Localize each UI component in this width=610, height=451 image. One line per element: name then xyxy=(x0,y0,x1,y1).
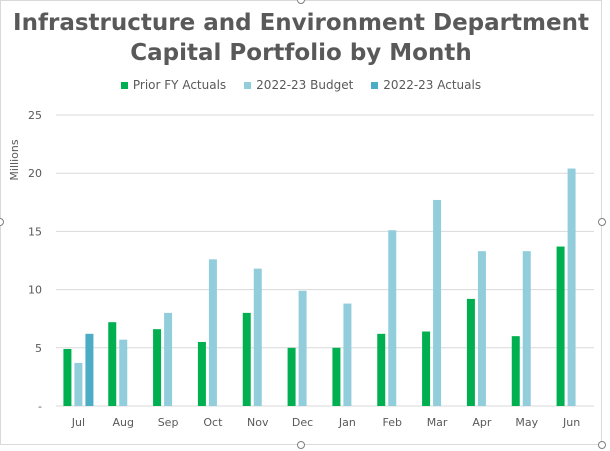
bar-0-apr[interactable] xyxy=(466,298,475,406)
bar-1-mar[interactable] xyxy=(433,199,442,406)
chart-title: Infrastructure and Environment Departmen… xyxy=(0,8,602,68)
y-axis-label: Millions xyxy=(8,139,21,180)
bar-1-sep[interactable] xyxy=(164,312,173,406)
legend-item-2[interactable]: 2022-23 Actuals xyxy=(371,78,481,92)
x-tick-label-may: May xyxy=(515,416,538,429)
bar-1-oct[interactable] xyxy=(208,259,217,406)
legend-label-1: 2022-23 Budget xyxy=(256,78,354,92)
resize-handle-bottom[interactable] xyxy=(297,441,305,449)
bar-0-jun[interactable] xyxy=(556,246,565,406)
chart-legend: Prior FY Actuals 2022-23 Budget 2022-23 Ac… xyxy=(0,78,602,92)
x-tick-label-jul: Jul xyxy=(71,416,85,429)
x-tick-label-mar: Mar xyxy=(427,416,448,429)
y-tick-label-3: 15 xyxy=(28,225,42,238)
bar-0-sep[interactable] xyxy=(153,329,162,406)
bar-1-nov[interactable] xyxy=(253,268,262,406)
x-tick-label-jun: Jun xyxy=(562,416,580,429)
legend-label-2: 2022-23 Actuals xyxy=(383,78,482,92)
bar-0-aug[interactable] xyxy=(108,322,117,406)
bar-0-dec[interactable] xyxy=(287,347,296,406)
bar-0-oct[interactable] xyxy=(197,341,206,406)
bar-0-feb[interactable] xyxy=(377,333,386,406)
chart-title-line1: Infrastructure and Environment Departmen… xyxy=(13,10,589,36)
bar-1-may[interactable] xyxy=(522,251,531,406)
legend-swatch-1 xyxy=(244,81,252,89)
legend-label-0: Prior FY Actuals xyxy=(132,78,227,92)
x-tick-label-jan: Jan xyxy=(338,416,356,429)
y-tick-label-2: 10 xyxy=(28,284,42,297)
legend-item-0[interactable]: Prior FY Actuals xyxy=(120,78,227,92)
y-tick-label-4: 20 xyxy=(28,167,42,180)
resize-handle-bottom-right[interactable] xyxy=(598,441,606,449)
bar-1-dec[interactable] xyxy=(298,290,307,406)
bar-1-jan[interactable] xyxy=(343,303,352,406)
bar-2-jul[interactable] xyxy=(85,333,94,406)
bar-0-nov[interactable] xyxy=(242,312,251,406)
bar-0-may[interactable] xyxy=(511,336,520,406)
legend-swatch-0 xyxy=(120,81,128,89)
x-tick-label-dec: Dec xyxy=(292,416,313,429)
y-tick-label-5: 25 xyxy=(28,109,42,122)
x-tick-label-apr: Apr xyxy=(472,416,492,429)
bar-0-jan[interactable] xyxy=(332,347,341,406)
bar-0-jul[interactable] xyxy=(63,348,72,406)
bar-1-jul[interactable] xyxy=(74,362,83,406)
x-tick-label-feb: Feb xyxy=(383,416,402,429)
bar-1-apr[interactable] xyxy=(477,251,486,406)
bar-1-aug[interactable] xyxy=(119,339,128,406)
bar-1-jun[interactable] xyxy=(567,168,576,406)
y-tick-label-1: 5 xyxy=(35,342,42,355)
chart-title-line2: Capital Portfolio by Month xyxy=(130,40,472,66)
y-tick-label-0: - xyxy=(38,400,42,413)
legend-swatch-2 xyxy=(371,81,379,89)
resize-handle-right[interactable] xyxy=(598,218,606,226)
legend-item-1[interactable]: 2022-23 Budget xyxy=(244,78,353,92)
x-tick-label-oct: Oct xyxy=(203,416,223,429)
x-tick-label-sep: Sep xyxy=(158,416,179,429)
x-tick-label-aug: Aug xyxy=(113,416,134,429)
bar-1-feb[interactable] xyxy=(388,230,397,406)
x-tick-label-nov: Nov xyxy=(247,416,269,429)
bar-0-mar[interactable] xyxy=(422,331,431,406)
